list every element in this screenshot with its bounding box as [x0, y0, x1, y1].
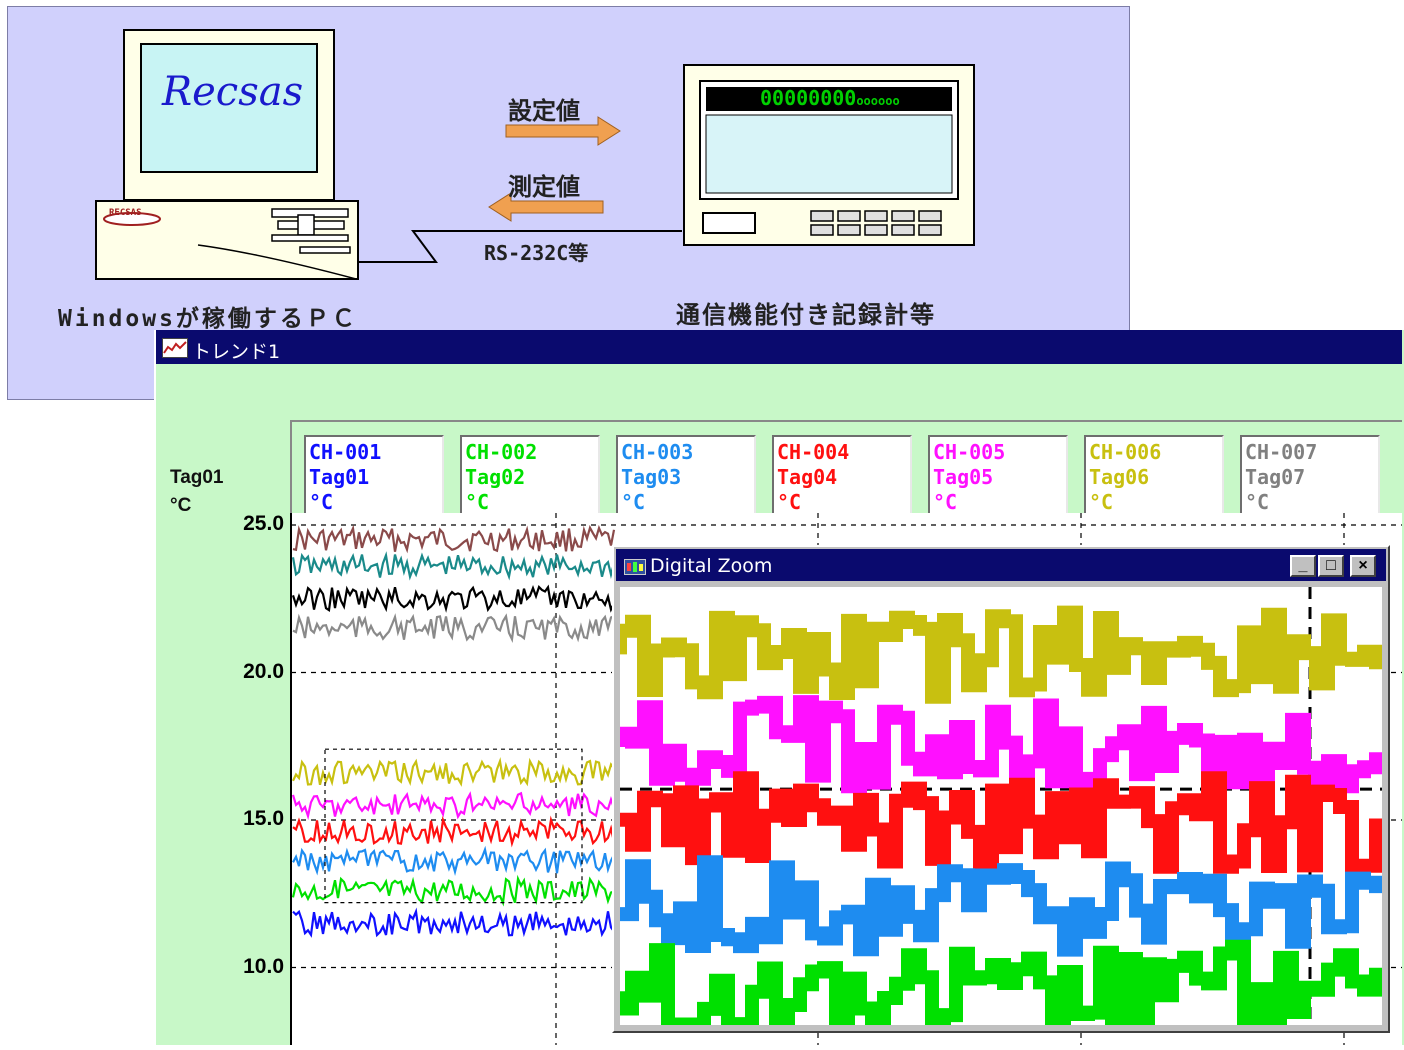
pc-body-icon — [95, 200, 359, 280]
zoom-series-5 — [620, 939, 1382, 1025]
zoom-titlebar[interactable]: Digital Zoom _ □ × — [616, 549, 1386, 581]
trend-series-1 — [292, 524, 616, 554]
trend-series-3 — [291, 584, 615, 613]
zoom-series-2 — [620, 695, 1382, 798]
trend-series-7 — [292, 815, 616, 848]
zoom-series-3 — [620, 771, 1382, 874]
send-label: 設定値 — [508, 97, 580, 125]
trend-series-8 — [292, 845, 615, 876]
maximize-icon: □ — [1326, 557, 1336, 574]
selected-tag: Tag01 — [170, 467, 224, 488]
zoom-app-icon — [624, 559, 646, 575]
channel-tag: Tag01 — [309, 465, 370, 489]
close-icon: × — [1358, 557, 1368, 574]
channel-box-6[interactable]: CH-006 Tag06 °C — [1084, 435, 1224, 521]
channel-ch: CH-004 — [777, 440, 850, 464]
channel-ch: CH-005 — [933, 440, 1006, 464]
channel-unit: °C — [1089, 490, 1114, 514]
channel-ch: CH-002 — [465, 440, 538, 464]
channel-box-5[interactable]: CH-005 Tag05 °C — [928, 435, 1068, 521]
channel-tag: Tag02 — [465, 465, 526, 489]
channel-ch: CH-006 — [1089, 440, 1162, 464]
channel-unit: °C — [621, 490, 646, 514]
channel-tag: Tag03 — [621, 465, 682, 489]
trend-series-2 — [291, 551, 616, 581]
diagram-graphics — [95, 29, 975, 280]
zoom-chart[interactable] — [620, 587, 1382, 1025]
serial-cable — [358, 230, 682, 263]
channel-ch: CH-007 — [1245, 440, 1318, 464]
pc-monitor-icon — [123, 29, 335, 214]
channel-unit: °C — [933, 490, 958, 514]
y-tick-label: 20.0 — [243, 659, 284, 683]
channel-unit: °C — [309, 490, 334, 514]
y-tick-label: 10.0 — [243, 954, 284, 978]
minimize-icon: _ — [1298, 557, 1308, 574]
channel-tag: Tag07 — [1245, 465, 1306, 489]
channel-unit: °C — [777, 490, 802, 514]
receive-arrow-icon — [488, 192, 604, 222]
zoom-window-title: Digital Zoom — [650, 555, 773, 577]
display-digits: 00000000 — [760, 86, 857, 110]
recorder-device-icon — [683, 64, 975, 246]
trend-titlebar[interactable]: トレンド1 — [156, 330, 1402, 364]
pc-badge: RECSAS — [109, 208, 142, 218]
trend-series-6 — [291, 791, 616, 821]
channel-strip: CH-001 Tag01 °C CH-002 Tag02 °C CH-003 Tag03 °C C… — [290, 420, 1402, 530]
selected-channel-label[interactable]: Tag01 °C — [170, 464, 224, 520]
recorder-display-digits: 00000000oooooo — [760, 86, 900, 110]
channel-unit: °C — [1245, 490, 1270, 514]
zoom-series-4 — [620, 855, 1382, 957]
maximize-button[interactable]: □ — [1318, 555, 1344, 577]
minimize-button[interactable]: _ — [1290, 555, 1316, 577]
trend-series-10 — [292, 907, 615, 938]
channel-unit: °C — [465, 490, 490, 514]
display-small: oooooo — [856, 94, 900, 108]
channel-tag: Tag04 — [777, 465, 838, 489]
channel-ch: CH-001 — [309, 440, 382, 464]
close-button[interactable]: × — [1350, 555, 1376, 577]
trend-series-5 — [292, 756, 615, 787]
trend-window-title: トレンド1 — [192, 341, 281, 363]
trend-series-9 — [291, 874, 615, 907]
channel-box-1[interactable]: CH-001 Tag01 °C — [304, 435, 444, 521]
trend-chart-icon — [162, 338, 188, 358]
trend-series-4 — [292, 613, 615, 644]
recorder-caption: 通信機能付き記録計等 — [676, 301, 936, 329]
selected-unit: °C — [170, 495, 192, 516]
channel-box-3[interactable]: CH-003 Tag03 °C — [616, 435, 756, 521]
send-arrow-icon — [505, 116, 621, 146]
channel-box-7[interactable]: CH-007 Tag07 °C — [1240, 435, 1380, 521]
pc-caption: Windowsが稼働するＰＣ — [58, 306, 358, 332]
channel-box-4[interactable]: CH-004 Tag04 °C — [772, 435, 912, 521]
zoom-selection-box — [324, 748, 583, 904]
channel-ch: CH-003 — [621, 440, 694, 464]
channel-tag: Tag05 — [933, 465, 994, 489]
y-tick-label: 15.0 — [243, 807, 284, 830]
link-label: RS-232C等 — [484, 241, 589, 265]
logo-text: Recsas — [162, 69, 304, 115]
zoom-plot[interactable] — [620, 587, 1382, 1025]
channel-box-2[interactable]: CH-002 Tag02 °C — [460, 435, 600, 521]
channel-tag: Tag06 — [1089, 465, 1150, 489]
system-diagram: Recsas RECSAS 設定値 測定値 RS-232C等 Windowsが稼… — [7, 6, 1130, 400]
digital-zoom-window[interactable]: Digital Zoom _ □ × — [612, 545, 1390, 1033]
receive-label: 測定値 — [508, 173, 580, 201]
channel-panel: Tag01 °C CH-001 Tag01 °C CH-002 Tag02 °C CH-00… — [156, 364, 1402, 533]
y-tick-label: 25.0 — [243, 512, 284, 535]
zoom-series-1 — [620, 605, 1382, 704]
